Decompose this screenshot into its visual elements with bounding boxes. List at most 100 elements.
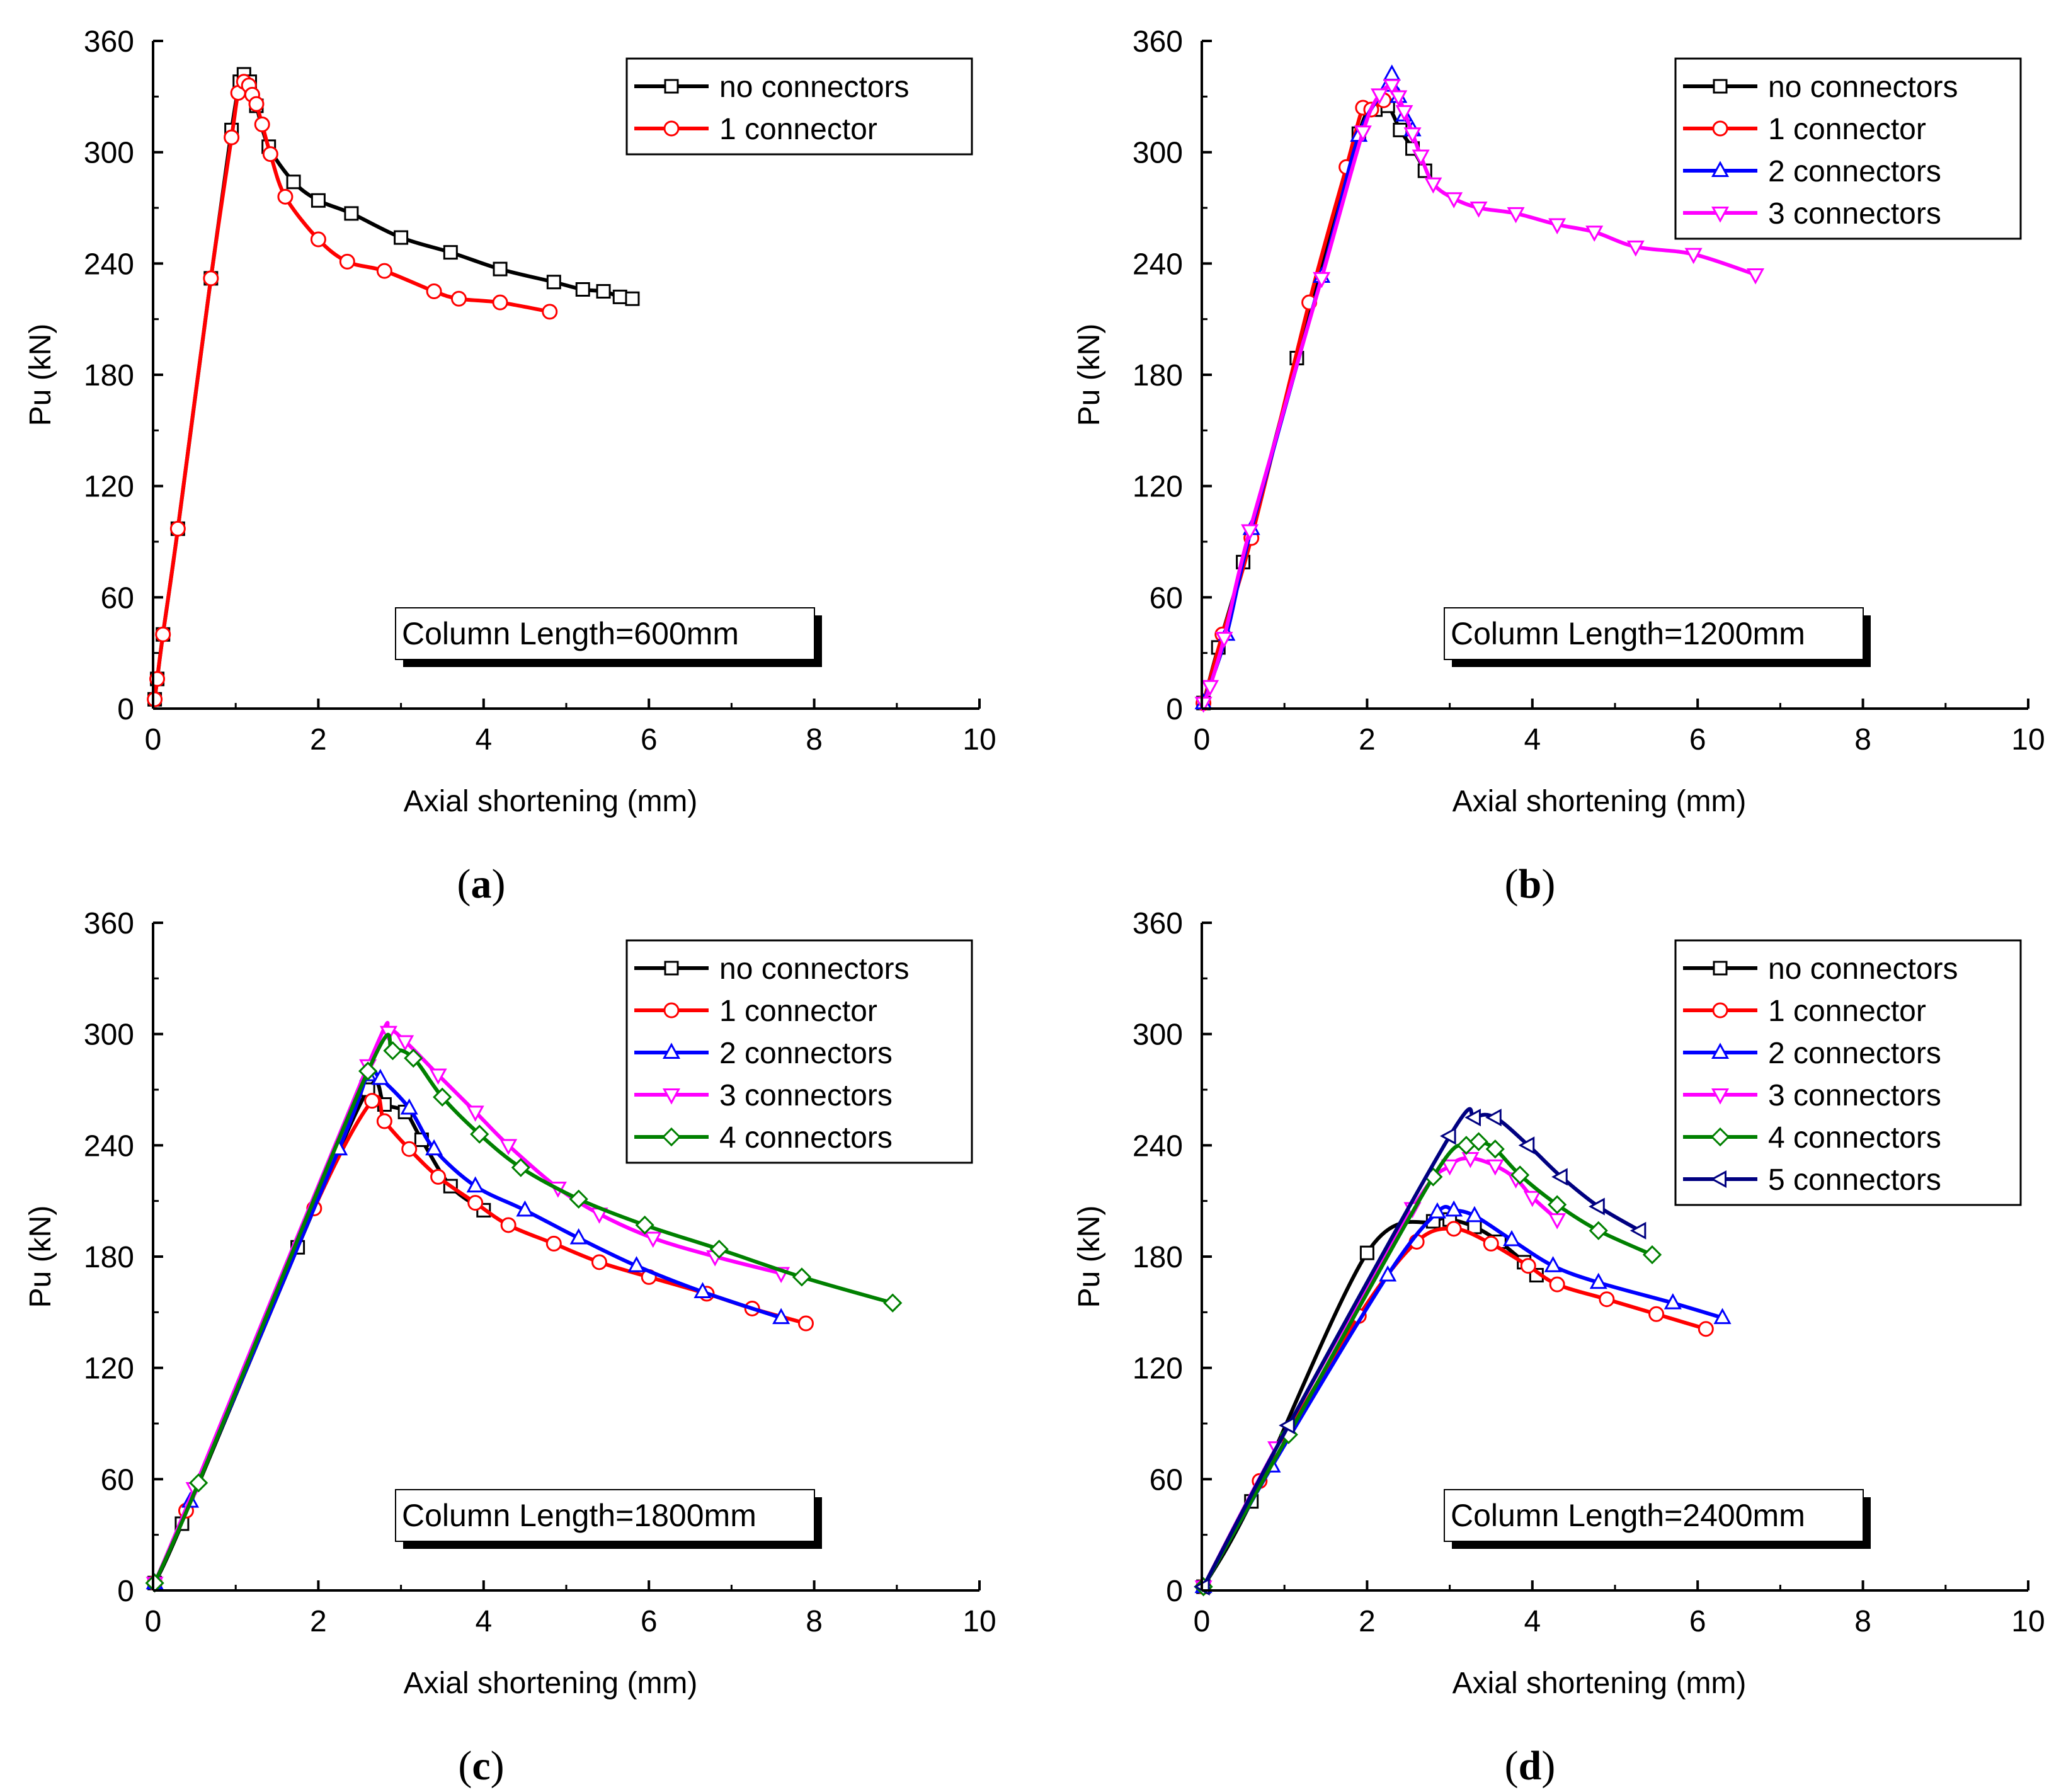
data-point: [1379, 1265, 1397, 1282]
annotation-text: Column Length=1200mm: [1451, 616, 1805, 651]
caption-paren-close: ): [1541, 861, 1555, 907]
legend-box: [1674, 939, 2022, 1206]
legend-label: no connectors: [719, 71, 910, 104]
series-1-connector: [147, 74, 558, 707]
y-tick-label: 240: [84, 248, 134, 281]
data-point: [1713, 1308, 1732, 1325]
y-tick-label: 120: [1133, 471, 1183, 504]
data-point: [433, 1087, 452, 1107]
data-point: [1510, 1165, 1530, 1185]
data-point: [1684, 248, 1703, 265]
caption-paren-close: ): [492, 861, 506, 907]
data-point: [545, 1235, 562, 1252]
y-axis-title: Pu (kN): [1073, 1206, 1106, 1308]
y-axis-title: Pu (kN): [24, 1206, 57, 1308]
data-point: [189, 1473, 208, 1493]
legend-label: 2 connectors: [719, 1037, 893, 1070]
legend-label: 5 connectors: [1768, 1163, 1941, 1197]
data-point: [1470, 202, 1488, 218]
legend-label: 1 connector: [719, 995, 877, 1028]
data-point: [1439, 1127, 1456, 1145]
y-tick-label: 180: [1133, 359, 1183, 392]
data-point: [546, 275, 561, 290]
data-point: [1642, 1245, 1662, 1265]
x-tick-label: 6: [641, 1605, 658, 1638]
data-point: [1241, 524, 1259, 540]
caption-letter: b: [1519, 861, 1542, 907]
data-point: [1383, 79, 1401, 96]
legend-label: 1 connector: [1768, 113, 1926, 146]
x-axis-title: Axial shortening (mm): [404, 785, 698, 818]
data-point: [1403, 127, 1422, 144]
y-axis-title: Pu (kN): [24, 324, 57, 426]
data-point: [248, 96, 265, 112]
legend: no connectors 1 connector: [625, 57, 973, 156]
data-point: [1359, 1245, 1374, 1260]
data-point: [396, 1035, 414, 1052]
y-tick-label: 120: [1133, 1352, 1183, 1386]
x-tick-label: 2: [1359, 1605, 1376, 1638]
caption-paren-open: (: [457, 861, 471, 907]
legend-label: 3 connectors: [1768, 197, 1941, 231]
legend-swatch-marker: [1711, 161, 1730, 177]
legend-label: 1 connector: [719, 113, 877, 146]
data-point: [1747, 268, 1765, 285]
legend-label: 3 connectors: [1768, 1079, 1941, 1112]
y-tick-label: 180: [1133, 1241, 1183, 1274]
y-tick-label: 60: [1150, 581, 1183, 615]
data-point: [383, 1041, 402, 1061]
data-point: [772, 1308, 790, 1325]
data-point: [1698, 1321, 1714, 1337]
y-tick-label: 120: [84, 1352, 134, 1386]
legend-box: [625, 57, 973, 156]
data-point: [612, 289, 627, 304]
data-point: [1446, 1221, 1462, 1237]
data-point: [376, 263, 392, 279]
legend-swatch-marker: [1710, 1170, 1726, 1189]
data-point: [203, 270, 219, 287]
data-point: [1393, 122, 1408, 137]
x-tick-label: 6: [1689, 723, 1706, 756]
legend-label: 2 connectors: [1768, 1037, 1941, 1070]
data-point: [500, 1217, 516, 1233]
column-length-annotation: Column Length=600mm: [395, 607, 822, 667]
legend-swatch-marker: [664, 79, 679, 94]
panel-caption: (b): [1505, 861, 1556, 907]
data-point: [1371, 88, 1389, 105]
data-point: [883, 1293, 903, 1313]
annotation-text: Column Length=1800mm: [402, 1498, 756, 1533]
data-point: [693, 1282, 712, 1298]
data-point: [627, 1256, 646, 1272]
x-tick-label: 10: [962, 723, 996, 756]
y-tick-label: 360: [84, 25, 134, 59]
data-point: [1589, 1272, 1607, 1289]
series-5-connectors: [1193, 1107, 1647, 1596]
caption-paren-open: (: [1505, 1743, 1519, 1789]
data-point: [1441, 1159, 1459, 1176]
data-point: [147, 691, 163, 707]
x-tick-label: 2: [310, 1605, 327, 1638]
annotation-box: [395, 1489, 815, 1542]
legend-box: [1674, 57, 2022, 240]
data-point: [1313, 271, 1331, 288]
column-length-annotation: Column Length=1200mm: [1444, 607, 1871, 667]
data-point: [635, 1215, 654, 1235]
annotation-box: [1444, 607, 1864, 660]
y-tick-label: 300: [1133, 137, 1183, 170]
y-tick-label: 180: [84, 1241, 134, 1274]
data-point: [1551, 1168, 1568, 1186]
data-point: [1523, 1190, 1541, 1207]
y-tick-label: 300: [84, 1019, 134, 1052]
x-tick-label: 6: [641, 723, 658, 756]
y-tick-label: 0: [117, 1575, 134, 1608]
data-point: [1412, 149, 1430, 166]
x-tick-label: 8: [1854, 723, 1871, 756]
x-tick-label: 4: [1524, 1605, 1541, 1638]
y-axis-title: Pu (kN): [1073, 324, 1106, 426]
caption-paren-open: (: [458, 1743, 472, 1789]
data-point: [1548, 1213, 1567, 1230]
data-point: [1469, 1132, 1488, 1151]
annotation-box: [1444, 1489, 1864, 1542]
data-point: [430, 1168, 447, 1185]
data-point: [492, 294, 508, 311]
